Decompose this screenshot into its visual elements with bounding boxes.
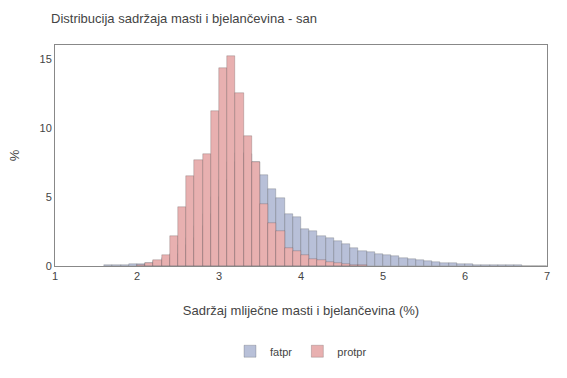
svg-text:Sadržaj mliječne masti i bjela: Sadržaj mliječne masti i bjelančevina (%… xyxy=(183,303,419,318)
svg-text:2: 2 xyxy=(134,270,140,282)
svg-text:0: 0 xyxy=(46,260,52,272)
svg-text:4: 4 xyxy=(298,270,304,282)
svg-text:3: 3 xyxy=(216,270,222,282)
svg-text:15: 15 xyxy=(40,53,52,65)
svg-text:1: 1 xyxy=(52,270,58,282)
svg-text:protpr: protpr xyxy=(337,346,366,358)
svg-text:10: 10 xyxy=(40,122,52,134)
svg-text:5: 5 xyxy=(46,191,52,203)
svg-text:7: 7 xyxy=(544,270,550,282)
svg-text:6: 6 xyxy=(462,270,468,282)
svg-text:Distribucija sadržaja masti i: Distribucija sadržaja masti i bjelančevi… xyxy=(51,11,317,26)
svg-text:%: % xyxy=(7,149,22,161)
svg-text:fatpr: fatpr xyxy=(270,346,292,358)
svg-text:5: 5 xyxy=(380,270,386,282)
